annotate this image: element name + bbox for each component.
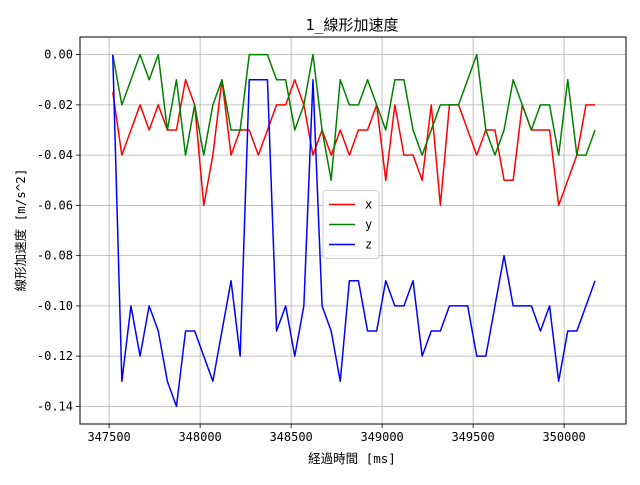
y-axis-title: 線形加速度 [m/s^2] (13, 169, 28, 292)
y-tick-label: -0.10 (37, 299, 73, 313)
legend-label-y: y (365, 218, 372, 232)
x-tick-label: 348500 (269, 430, 312, 444)
series-line-y (112, 53, 596, 181)
y-tick-label: -0.14 (37, 399, 73, 413)
y-axis-ticks: 0.00 -0.02 -0.04 -0.06 -0.08 -0.10 -0.12 -0.14 (37, 48, 80, 413)
series-line-z (112, 54, 596, 408)
y-tick-label: -0.08 (37, 249, 73, 263)
x-tick-label: 347500 (87, 430, 130, 444)
x-tick-label: 349000 (360, 430, 403, 444)
legend: xyz (322, 190, 380, 259)
y-tick-label: -0.02 (37, 98, 73, 112)
chart-title: 1_線形加速度 (305, 16, 398, 34)
x-tick-label: 349500 (451, 430, 494, 444)
legend-label-z: z (365, 238, 372, 252)
plot-frame (79, 36, 627, 425)
y-tick-label: -0.04 (37, 148, 73, 162)
x-tick-label: 348000 (178, 430, 221, 444)
y-tick-label: -0.06 (37, 198, 73, 212)
x-axis-title: 経過時間 [ms] (308, 451, 396, 466)
x-tick-label: 350000 (542, 430, 585, 444)
legend-label-x: x (365, 198, 372, 212)
x-axis-ticks: 347500 348000 348500 349000 349500 350000 (87, 424, 586, 444)
series-line-x (112, 78, 596, 207)
y-tick-label: 0.00 (44, 48, 73, 62)
y-tick-label: -0.12 (37, 349, 73, 363)
data-series (112, 53, 596, 408)
